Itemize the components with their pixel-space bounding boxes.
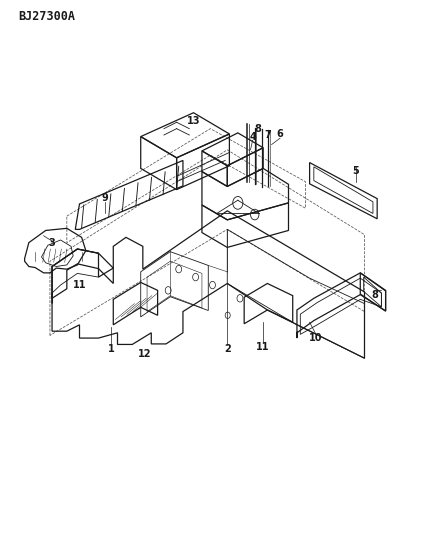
Text: 4: 4	[249, 132, 256, 142]
Text: 13: 13	[187, 116, 200, 126]
Text: 8: 8	[371, 289, 379, 300]
Text: BJ27300A: BJ27300A	[18, 10, 75, 23]
Text: 10: 10	[309, 333, 323, 343]
Text: 1: 1	[108, 344, 115, 354]
Text: 7: 7	[264, 130, 271, 140]
Text: 5: 5	[353, 166, 360, 176]
Text: 3: 3	[49, 238, 55, 248]
Text: 8: 8	[255, 124, 261, 134]
Text: 6: 6	[277, 129, 283, 139]
Text: 11: 11	[256, 342, 270, 352]
Text: 9: 9	[102, 192, 108, 203]
Text: 2: 2	[224, 344, 231, 354]
Text: 12: 12	[138, 349, 152, 359]
Text: 11: 11	[73, 280, 86, 290]
